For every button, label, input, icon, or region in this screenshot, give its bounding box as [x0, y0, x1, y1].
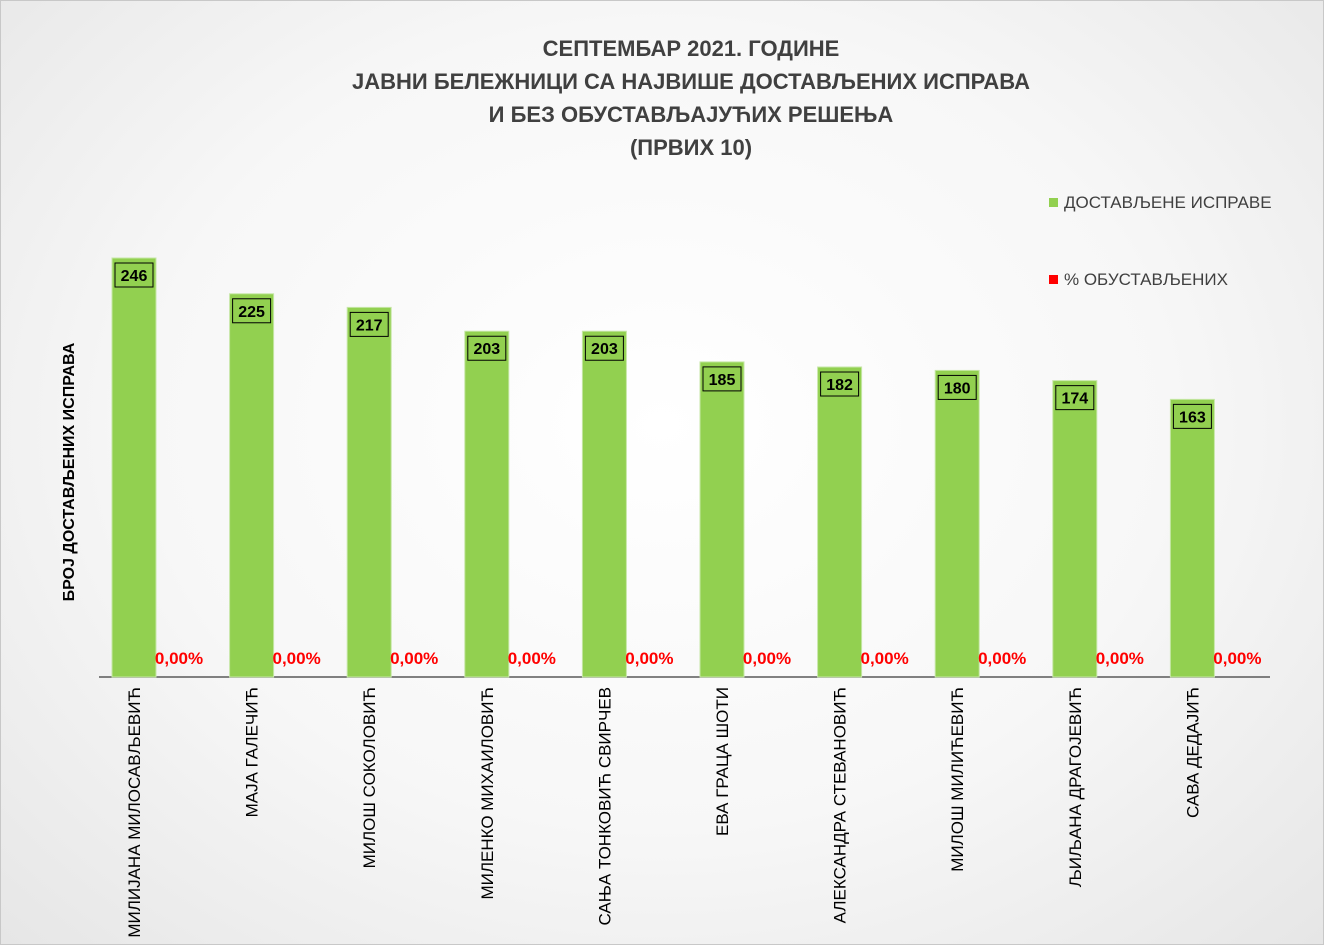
- bar: [346, 306, 392, 678]
- data-label-box: [1055, 385, 1095, 411]
- data-label: 203: [591, 341, 618, 358]
- category-label: МАЈА ГАЛЕЧИЋ: [243, 687, 262, 817]
- bar: [817, 366, 863, 678]
- category-label: МИЛОШ СОКОЛОВИЋ: [360, 687, 379, 868]
- bar: [699, 361, 745, 678]
- category-label: МИЛОШ МИЛИЋЕВИЋ: [948, 687, 967, 872]
- data-label: 180: [944, 380, 971, 397]
- percent-label: 0,00%: [1096, 649, 1144, 668]
- legend-entry: ДОСТАВЉЕНЕ ИСПРАВЕ: [1064, 193, 1272, 212]
- data-label-box: [820, 371, 860, 397]
- percent-label: 0,00%: [860, 649, 908, 668]
- category-label: САЊА ТОНКОВИЋ СВИРЧЕВ: [595, 687, 614, 926]
- data-label: 185: [709, 372, 736, 389]
- data-label-box: [1172, 403, 1212, 429]
- category-label: МИЛИЈАНА МИЛОСАВЉЕВИЋ: [125, 687, 144, 938]
- data-label-box: [937, 374, 977, 400]
- percent-label: 0,00%: [390, 649, 438, 668]
- percent-label: 0,00%: [978, 649, 1026, 668]
- category-label: САВА ДЕДАЈИЋ: [1183, 687, 1202, 818]
- data-label: 182: [826, 377, 853, 394]
- percent-label: 0,00%: [625, 649, 673, 668]
- bar: [111, 257, 157, 678]
- y-axis-label: БРОЈ ДОСТАВЉЕНИХ ИСПРАВА: [61, 342, 78, 601]
- category-label: ЕВА ГРАЦА ШОТИ: [713, 687, 732, 836]
- data-label-box: [702, 366, 742, 392]
- bar: [229, 293, 275, 678]
- chart-title-line: (ПРВИХ 10): [630, 135, 752, 160]
- percent-label: 0,00%: [1213, 649, 1261, 668]
- bar: [934, 369, 980, 678]
- legend-swatch: [1049, 275, 1058, 284]
- percent-label: 0,00%: [743, 649, 791, 668]
- percent-label: 0,00%: [272, 649, 320, 668]
- category-label: ЉИЉАНА ДРАГОЈЕВИЋ: [1066, 687, 1085, 887]
- data-label-box: [114, 262, 154, 288]
- legend-entry: % ОБУСТАВЉЕНИХ: [1064, 270, 1228, 289]
- percent-label: 0,00%: [508, 649, 556, 668]
- data-label: 217: [356, 317, 383, 334]
- category-label: МИЛЕНКО МИХАИЛОВИЋ: [478, 687, 497, 900]
- data-label: 163: [1179, 409, 1206, 426]
- bar: [581, 330, 627, 678]
- percent-label: 0,00%: [155, 649, 203, 668]
- data-label: 246: [121, 268, 148, 285]
- data-label-box: [467, 335, 507, 361]
- bar: [464, 330, 510, 678]
- data-label-box: [232, 298, 272, 324]
- bar: [1052, 380, 1098, 678]
- data-label-box: [584, 335, 624, 361]
- chart-title-line: СЕПТЕМБАР 2021. ГОДИНЕ: [543, 36, 840, 61]
- bar: [1169, 398, 1215, 678]
- data-label: 174: [1061, 391, 1088, 408]
- data-label-box: [349, 311, 389, 337]
- legend-swatch: [1049, 198, 1058, 207]
- category-label: АЛЕКСАНДРА СТЕВАНОВИЋ: [831, 687, 850, 923]
- chart-title-line: ЈАВНИ БЕЛЕЖНИЦИ СА НАЈВИШЕ ДОСТАВЉЕНИХ И…: [352, 69, 1030, 94]
- chart-title-line: И БЕЗ ОБУСТАВЉАЈУЋИХ РЕШЕЊА: [489, 102, 894, 127]
- data-label: 203: [473, 341, 500, 358]
- data-label: 225: [238, 304, 265, 321]
